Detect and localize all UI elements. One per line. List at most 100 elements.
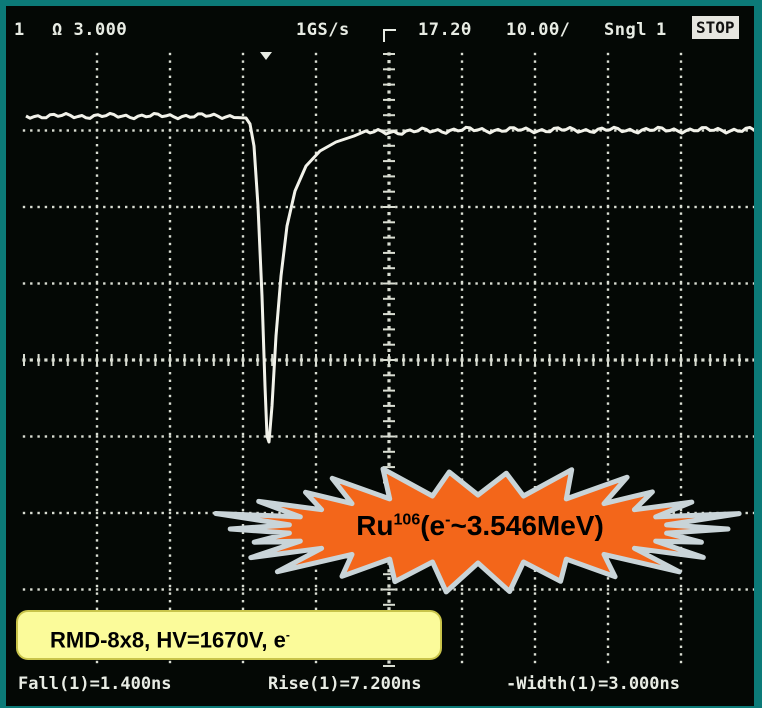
graticule-dot	[533, 128, 537, 132]
graticule-dot	[606, 630, 610, 633]
graticule-dot	[387, 288, 391, 292]
graticule-dot	[103, 435, 106, 438]
graticule-dot	[606, 592, 610, 595]
graticule-dot	[168, 258, 172, 261]
graticule-dot	[168, 282, 172, 285]
graticule-dot	[175, 358, 179, 362]
graticule-dot	[314, 600, 318, 603]
graticule-dot	[234, 435, 237, 438]
graticule-dot	[387, 584, 391, 588]
graticule-dot	[307, 129, 310, 132]
graticule-dot	[227, 435, 230, 438]
graticule-dot	[679, 326, 683, 329]
graticule-dot	[300, 282, 303, 285]
graticule-dot	[314, 303, 318, 306]
graticule-dot	[278, 588, 281, 591]
graticule-tick	[373, 354, 376, 366]
graticule-dot	[351, 282, 354, 285]
graticule-dot	[387, 105, 391, 109]
graticule-dot	[387, 234, 391, 238]
graticule-dot	[679, 282, 683, 285]
graticule-dot	[453, 588, 456, 591]
graticule-dot	[168, 197, 172, 200]
graticule-dot	[417, 282, 420, 285]
graticule-dot	[482, 205, 486, 209]
graticule-dot	[672, 358, 676, 362]
graticule-dot	[533, 387, 537, 390]
graticule-dot	[161, 511, 164, 515]
burst-rest: ~3.546MeV)	[450, 510, 604, 541]
graticule-dot	[168, 265, 172, 268]
graticule-dot	[95, 470, 99, 474]
graticule-dot	[227, 129, 230, 132]
graticule-dot	[679, 128, 683, 132]
graticule-dot	[606, 311, 610, 314]
graticule-dot	[577, 435, 580, 438]
graticule-dot	[329, 129, 332, 132]
graticule-dot	[241, 660, 245, 664]
graticule-dot	[563, 205, 566, 209]
graticule-dot	[643, 282, 646, 285]
graticule-dot	[314, 372, 318, 375]
graticule-dot	[402, 129, 405, 132]
graticule-dot	[679, 486, 683, 489]
graticule-dot	[687, 511, 690, 515]
graticule-dot	[314, 220, 318, 223]
graticule-dot	[212, 588, 215, 591]
graticule-dot	[95, 151, 99, 154]
graticule-dot	[730, 358, 734, 362]
graticule-dot	[95, 334, 99, 337]
graticule-dot	[541, 435, 544, 438]
graticule-dot	[351, 205, 354, 209]
graticule-dot	[679, 250, 683, 253]
graticule-dot	[387, 394, 391, 398]
graticule-tick	[383, 389, 395, 392]
width-readout: -Width(1)=3.000ns	[506, 674, 680, 694]
graticule-dot	[95, 106, 99, 109]
graticule-dot	[95, 296, 99, 299]
graticule-dot	[198, 205, 201, 209]
graticule-dot	[460, 645, 464, 648]
graticule-dot	[314, 189, 318, 192]
graticule-dot	[241, 539, 245, 542]
graticule-dot	[687, 205, 690, 209]
graticule-dot	[387, 333, 391, 337]
graticule-dot	[183, 511, 186, 515]
graticule-dot	[606, 280, 610, 284]
graticule-dot	[533, 204, 537, 208]
graticule-dot	[322, 282, 325, 285]
graticule-dot	[110, 129, 113, 132]
graticule-dot	[161, 282, 164, 285]
graticule-dot	[701, 282, 705, 285]
graticule-dot	[219, 358, 223, 362]
acquisition-mode: Sngl	[604, 20, 647, 40]
graticule-dot	[402, 435, 405, 438]
graticule-dot	[168, 182, 172, 185]
graticule-dot	[190, 282, 194, 285]
graticule-dot	[533, 432, 537, 436]
graticule-dot	[606, 182, 610, 185]
burst-charge: -	[445, 511, 451, 529]
graticule-dot	[628, 205, 632, 209]
graticule-dot	[570, 435, 573, 438]
graticule-dot	[555, 129, 559, 132]
graticule-dot	[241, 182, 245, 185]
graticule-dot	[679, 98, 683, 101]
graticule-dot	[380, 282, 383, 285]
graticule-dot	[314, 334, 318, 337]
graticule-dot	[168, 90, 172, 94]
graticule-dot	[168, 341, 172, 344]
graticule-dot	[88, 129, 91, 132]
graticule-dot	[314, 235, 318, 238]
graticule-dot	[263, 205, 267, 209]
graticule-dot	[132, 435, 135, 438]
graticule-dot	[555, 435, 559, 438]
graticule-dot	[168, 68, 172, 71]
graticule-dot	[314, 584, 318, 588]
graticule-dot	[387, 599, 391, 603]
graticule-dot	[234, 588, 237, 591]
graticule-dot	[504, 205, 507, 209]
graticule-dot	[460, 113, 464, 116]
graticule-dot	[468, 129, 471, 132]
graticule-dot	[424, 282, 427, 285]
